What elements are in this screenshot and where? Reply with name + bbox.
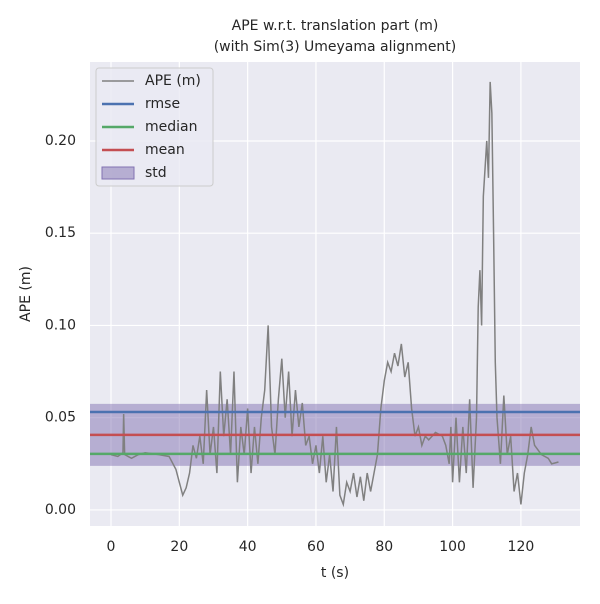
chart-title: APE w.r.t. translation part (m) <box>232 18 439 34</box>
y-tick-label: 0.15 <box>45 225 76 241</box>
legend-label: median <box>145 119 197 135</box>
chart-subtitle: (with Sim(3) Umeyama alignment) <box>214 39 457 55</box>
legend-label: APE (m) <box>145 73 201 89</box>
y-tick-label: 0.20 <box>45 133 76 149</box>
x-tick-label: 60 <box>307 539 325 555</box>
legend-label: rmse <box>145 96 180 112</box>
legend-box <box>95 67 214 187</box>
x-tick-label: 80 <box>375 539 393 555</box>
x-tick-label: 20 <box>170 539 188 555</box>
y-tick-label: 0.10 <box>45 317 76 333</box>
ape-line <box>110 81 559 508</box>
x-tick-label: 40 <box>239 539 257 555</box>
x-tick-label: 0 <box>107 539 116 555</box>
x-tick-label: 100 <box>439 539 466 555</box>
legend-label: std <box>145 165 167 181</box>
legend-label: mean <box>145 142 185 158</box>
y-tick-label: 0.00 <box>45 502 76 518</box>
legend-swatch <box>101 166 135 180</box>
y-axis-label: APE (m) <box>18 266 34 322</box>
y-tick-label: 0.05 <box>45 410 76 426</box>
x-tick-label: 120 <box>508 539 535 555</box>
x-axis-label: t (s) <box>321 565 349 581</box>
